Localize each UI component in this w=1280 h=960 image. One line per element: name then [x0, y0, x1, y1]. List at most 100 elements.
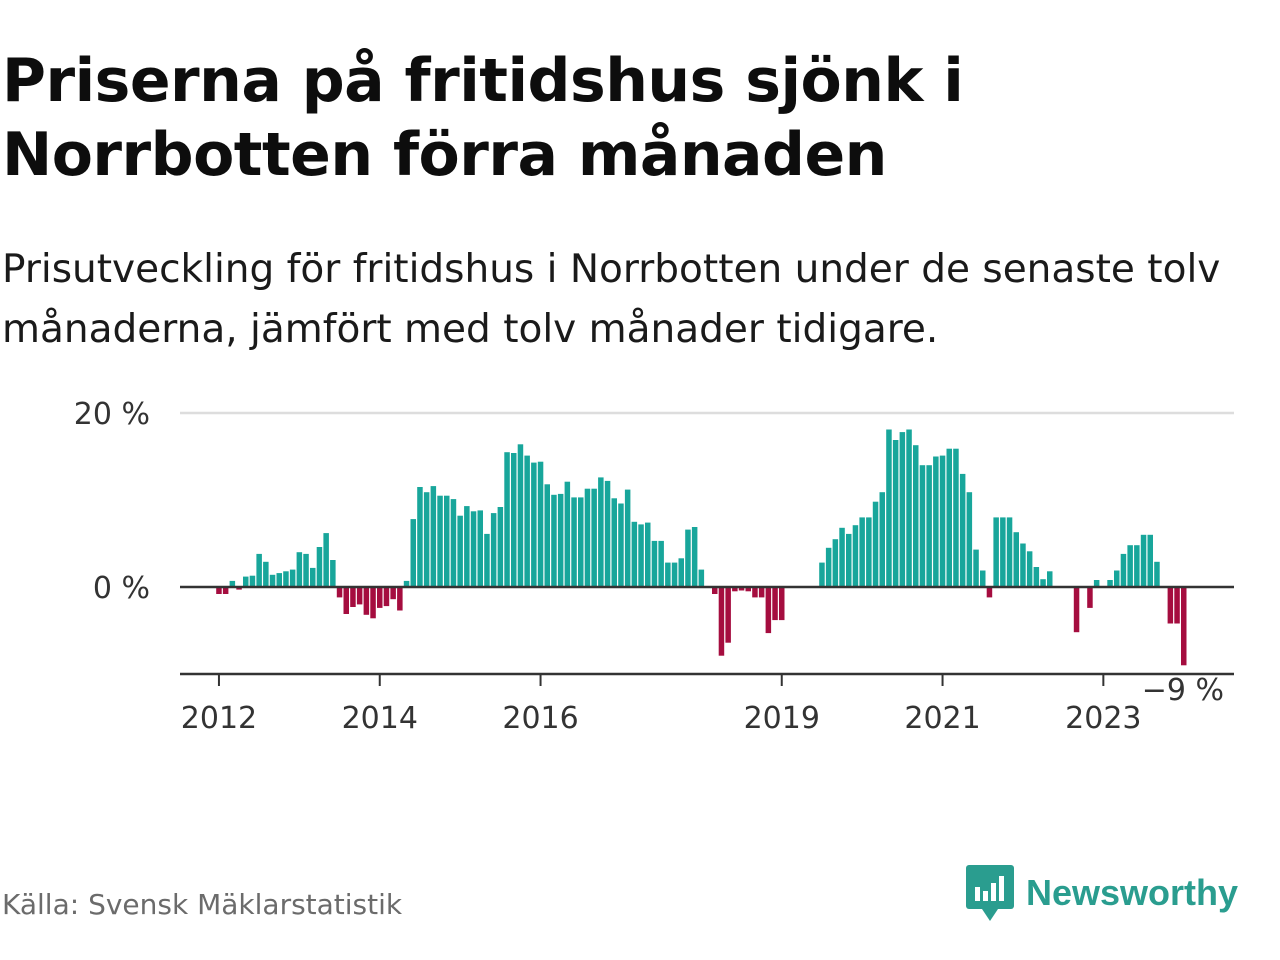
chart-title: Priserna på fritidshus sjönk i Norrbotte…: [2, 46, 964, 190]
bar: [986, 587, 993, 598]
x-tick-label: 2014: [342, 701, 418, 736]
bar: [363, 587, 370, 615]
bar: [289, 569, 296, 587]
x-tick-label: 2016: [502, 701, 578, 736]
bar: [1127, 545, 1133, 587]
bar: [1006, 517, 1013, 587]
bar: [249, 575, 256, 587]
bar: [484, 533, 490, 587]
chart-subtitle: Prisutveckling för fritidshus i Norrbott…: [2, 247, 1221, 352]
x-axis: [180, 585, 1234, 686]
bar: [1120, 553, 1127, 587]
bar: [464, 506, 470, 587]
bar: [712, 587, 718, 594]
bar: [316, 547, 323, 587]
bar: [645, 522, 651, 587]
bar: [892, 440, 899, 587]
bar: [685, 529, 691, 587]
bar: [598, 477, 604, 587]
bar: [390, 587, 396, 600]
x-tick-label: 2019: [744, 701, 820, 736]
bar: [832, 539, 839, 587]
bar: [383, 587, 390, 607]
bar: [544, 484, 550, 587]
bar: [1013, 532, 1019, 587]
bar: [772, 587, 778, 621]
bar: [1154, 561, 1160, 587]
bar: [423, 492, 430, 587]
newsworthy-logo: Newsworthy: [964, 862, 1238, 924]
bar: [243, 576, 249, 587]
bar: [698, 569, 705, 587]
x-tick-label: 2021: [904, 701, 980, 736]
bar: [236, 587, 242, 590]
bar: [718, 587, 725, 656]
bar: [618, 503, 624, 587]
bar: [557, 493, 564, 587]
bar: [631, 521, 638, 588]
bar: [370, 587, 376, 619]
bar: [825, 547, 832, 587]
bar: [591, 488, 597, 587]
bar: [571, 497, 577, 587]
bar: [933, 456, 939, 587]
bar: [678, 558, 684, 587]
bar: [1174, 587, 1180, 624]
bar: [846, 533, 852, 587]
bar: [229, 580, 236, 587]
bar: [959, 473, 966, 587]
bar: [651, 540, 658, 587]
bar: [886, 429, 892, 587]
bar: [537, 461, 544, 587]
bar: [551, 494, 557, 587]
x-tick-label: 2023: [1065, 701, 1141, 736]
bar: [738, 587, 745, 591]
bar: [403, 580, 410, 587]
bar: [1093, 580, 1100, 587]
bar: [430, 486, 437, 587]
bar: [1033, 567, 1040, 587]
bar: [310, 567, 316, 587]
bar: [470, 511, 477, 587]
bar: [913, 445, 919, 587]
bar-chart: 0 % 20 % 2012 2014 2016 2019 2021 2023−9 %: [74, 397, 1234, 736]
brand-name: Newsworthy: [1026, 872, 1239, 913]
bar: [263, 561, 269, 587]
bar: [980, 570, 986, 587]
bar: [1134, 545, 1140, 587]
bar: [919, 465, 926, 587]
bar: [584, 488, 591, 587]
bar: [611, 498, 617, 587]
bar: [303, 553, 309, 587]
bar: [511, 453, 517, 587]
bar: [1073, 587, 1080, 633]
bar: [839, 527, 845, 587]
bar: [658, 540, 664, 587]
bar: [256, 553, 262, 587]
bar: [624, 489, 631, 587]
y-tick-label: 20 %: [74, 397, 150, 432]
bar: [859, 517, 865, 587]
bar: [953, 448, 959, 587]
bar: [638, 524, 644, 587]
bar: [296, 552, 303, 587]
bar: [866, 517, 872, 587]
bar: [1047, 571, 1053, 587]
bar: [477, 510, 483, 587]
bar: [725, 587, 731, 643]
bar: [410, 519, 416, 587]
bar: [1114, 570, 1120, 587]
bar: [671, 562, 678, 587]
bar: [1140, 534, 1147, 587]
bar: [604, 480, 611, 587]
bar: [1087, 587, 1093, 608]
bar: [1040, 579, 1046, 587]
bar: [966, 492, 973, 587]
bar: [269, 574, 276, 587]
bar: [758, 587, 765, 598]
bar: [779, 587, 785, 621]
bars: [216, 429, 1187, 666]
bar: [691, 527, 698, 587]
last-value-label: −9 %: [1142, 673, 1224, 708]
bar: [1020, 543, 1026, 587]
